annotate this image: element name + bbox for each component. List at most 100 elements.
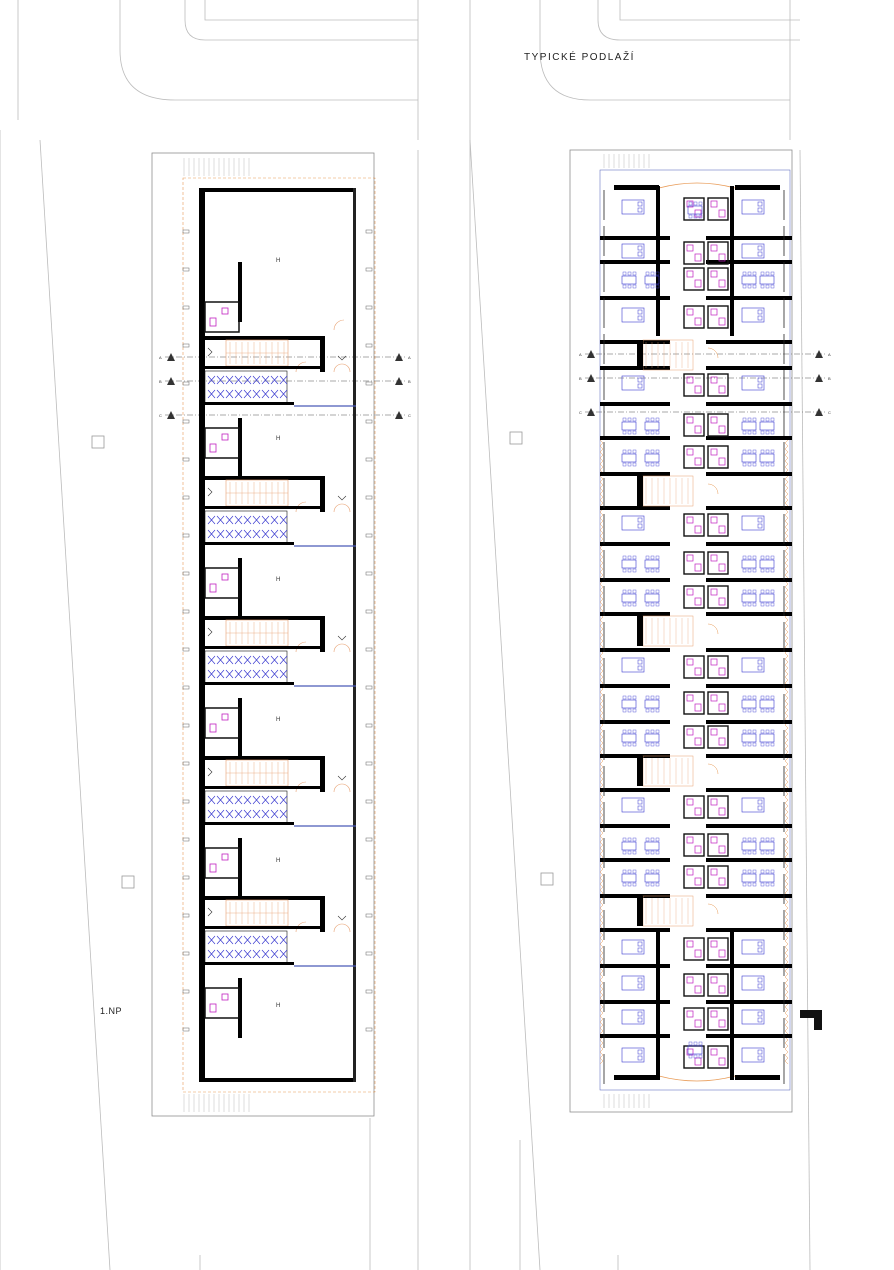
chair-icon bbox=[645, 708, 650, 713]
section-arrow-icon bbox=[815, 350, 823, 358]
wall bbox=[600, 928, 670, 932]
section-lines-typical: A A B B C C bbox=[579, 350, 831, 416]
facade-detail bbox=[599, 1003, 604, 1011]
bike-rack-icon bbox=[216, 795, 225, 805]
section-arrow-icon bbox=[587, 374, 595, 382]
bathroom-fixture-icon bbox=[694, 597, 702, 606]
wall bbox=[706, 436, 792, 440]
bathroom-outline bbox=[707, 1007, 729, 1031]
facade-detail bbox=[784, 703, 789, 711]
facade-detail bbox=[784, 463, 789, 471]
chair-icon bbox=[742, 417, 747, 422]
storage-room bbox=[204, 790, 288, 824]
grid-marker bbox=[365, 495, 373, 500]
chair-icon bbox=[747, 882, 752, 887]
facade-detail bbox=[784, 877, 789, 885]
chair-icon bbox=[650, 271, 655, 276]
bathroom-outline bbox=[707, 655, 729, 679]
pillow-icon bbox=[637, 245, 643, 251]
bike-rack-icon bbox=[225, 949, 234, 959]
grid-marker bbox=[182, 343, 190, 348]
facade-detail bbox=[599, 877, 604, 885]
section-marker-label: A bbox=[159, 355, 162, 360]
chair-icon bbox=[770, 589, 775, 594]
bike-rack-icon bbox=[216, 515, 225, 525]
facade-detail bbox=[784, 1027, 789, 1035]
pillow-icon bbox=[757, 377, 763, 383]
wall bbox=[288, 646, 320, 649]
wall bbox=[637, 616, 643, 646]
pillow-icon bbox=[757, 805, 763, 811]
grid-marker bbox=[182, 875, 190, 880]
chair-icon bbox=[645, 869, 650, 874]
chair-icon bbox=[622, 695, 627, 700]
pillow-icon bbox=[757, 947, 763, 953]
grid-marker bbox=[365, 723, 373, 728]
grid-marker bbox=[182, 305, 190, 310]
chair-icon bbox=[622, 869, 627, 874]
bathroom-fixture-icon bbox=[718, 457, 726, 466]
chair-icon bbox=[627, 449, 632, 454]
facade-detail bbox=[599, 493, 604, 501]
chair-icon bbox=[765, 271, 770, 276]
chair-icon bbox=[645, 449, 650, 454]
section-marker-label: B bbox=[579, 376, 582, 381]
chair-icon bbox=[752, 602, 757, 607]
wall bbox=[199, 506, 294, 509]
wall bbox=[600, 858, 670, 862]
wall bbox=[600, 472, 670, 476]
chair-icon bbox=[655, 729, 660, 734]
chair-icon bbox=[627, 284, 632, 289]
table-icon bbox=[687, 1045, 703, 1055]
table-icon bbox=[621, 841, 637, 851]
axis-frame bbox=[182, 177, 376, 1093]
bathroom-fixture-icon bbox=[221, 307, 229, 315]
bike-rack-icon bbox=[207, 655, 216, 665]
wall bbox=[600, 236, 670, 240]
bathroom-outline bbox=[683, 865, 705, 889]
section-arrow-icon bbox=[587, 408, 595, 416]
bathroom-fixture-icon bbox=[694, 457, 702, 466]
chair-icon bbox=[747, 271, 752, 276]
facade-detail bbox=[784, 589, 789, 597]
bike-rack-icon bbox=[207, 669, 216, 679]
chair-icon bbox=[752, 729, 757, 734]
chair-icon bbox=[655, 850, 660, 855]
bathroom-outline bbox=[707, 413, 729, 437]
bed-icon bbox=[621, 657, 645, 673]
table-icon bbox=[621, 733, 637, 743]
bathroom-fixture-icon bbox=[718, 525, 726, 534]
bed-icon bbox=[621, 199, 645, 215]
wall bbox=[199, 366, 294, 369]
chair-icon bbox=[765, 837, 770, 842]
wall bbox=[706, 296, 792, 300]
wall bbox=[600, 894, 670, 898]
table-icon bbox=[759, 421, 775, 431]
facade-detail bbox=[599, 571, 604, 579]
bathroom-fixture-icon bbox=[694, 949, 702, 958]
chair-icon bbox=[627, 568, 632, 573]
bike-rack-icon bbox=[207, 515, 216, 525]
chair-icon bbox=[693, 1041, 698, 1046]
pillow-icon bbox=[637, 983, 643, 989]
table-icon bbox=[644, 593, 660, 603]
bathroom-outline bbox=[707, 513, 729, 537]
chair-icon bbox=[742, 869, 747, 874]
facade-detail bbox=[784, 655, 789, 663]
chair-icon bbox=[645, 882, 650, 887]
facade-detail bbox=[599, 733, 604, 741]
bathroom-fixture-icon bbox=[710, 200, 718, 208]
chair-icon bbox=[645, 850, 650, 855]
bathroom-fixture-icon bbox=[718, 209, 726, 218]
pillow-icon bbox=[637, 941, 643, 947]
facade-detail bbox=[784, 439, 789, 447]
bathroom-outline bbox=[683, 795, 705, 819]
chair-icon bbox=[747, 850, 752, 855]
bike-rack-icon bbox=[279, 669, 288, 679]
chair-icon bbox=[627, 729, 632, 734]
chair-icon bbox=[742, 271, 747, 276]
wall bbox=[637, 476, 643, 506]
unit-label: H bbox=[276, 258, 280, 264]
chair-icon bbox=[650, 568, 655, 573]
facade-detail bbox=[784, 865, 789, 873]
